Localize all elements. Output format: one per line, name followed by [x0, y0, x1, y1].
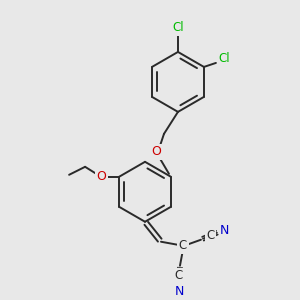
Text: O: O — [96, 170, 106, 183]
Text: N: N — [220, 224, 230, 237]
Text: N: N — [174, 285, 184, 298]
Text: C: C — [179, 239, 187, 252]
Text: O: O — [151, 145, 161, 158]
Text: C: C — [207, 229, 215, 242]
Text: C: C — [175, 269, 183, 282]
Text: Cl: Cl — [218, 52, 230, 65]
Text: Cl: Cl — [172, 22, 184, 34]
